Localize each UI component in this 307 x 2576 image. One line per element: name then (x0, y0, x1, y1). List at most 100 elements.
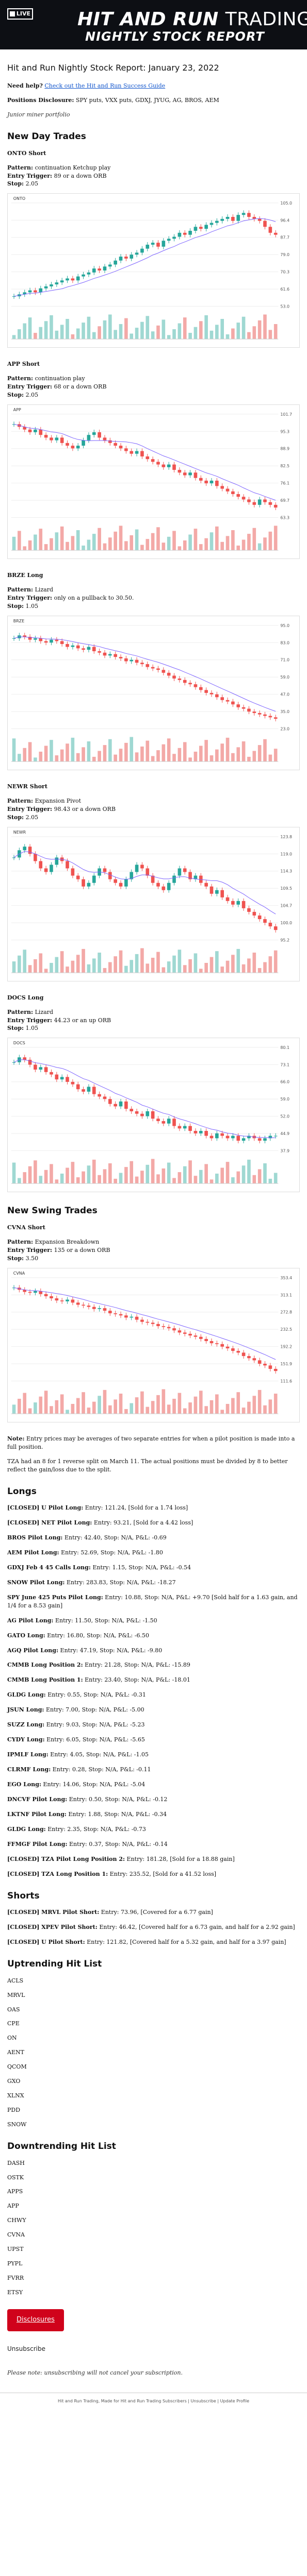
trade-ticker: BRZE Long (7, 572, 43, 579)
volume-bar (55, 1179, 59, 1184)
moving-average-line (13, 423, 276, 501)
volume-bar (236, 1172, 240, 1184)
volume-bar (225, 737, 230, 761)
volume-bar (124, 742, 128, 761)
volume-bar (225, 960, 230, 973)
candle-body (236, 215, 240, 222)
candle-body (140, 451, 144, 457)
volume-bar (188, 333, 192, 340)
volume-bar (12, 1162, 16, 1184)
candle-body (76, 276, 80, 281)
candle-body (177, 1126, 182, 1129)
candle-body (50, 1296, 53, 1298)
volume-bar (135, 1177, 139, 1184)
y-tick-label: 37.9 (280, 1149, 289, 1154)
candle-body (236, 1136, 240, 1141)
y-tick-label: 105.0 (280, 201, 292, 206)
volume-bar (130, 737, 134, 761)
candle-body (44, 1067, 48, 1073)
trade-stop-value: 2.05 (25, 392, 39, 399)
position-detail: Entry: 21.28, Stop: N/A, P&L: -15.89 (85, 1662, 190, 1669)
candle-body (92, 1087, 96, 1095)
trade-pattern-label: Pattern: (7, 375, 34, 382)
volume-bar (241, 741, 246, 761)
volume-bar (92, 958, 96, 973)
trade-entry-value: 44.23 or an up ORB (54, 1016, 111, 1024)
volume-bar (236, 1392, 240, 1414)
candle-body (188, 872, 192, 879)
candle-body (252, 217, 256, 219)
live-logo: LIVE (7, 8, 33, 20)
trade-ticker: ONTO Short (7, 149, 46, 157)
email-page: LIVE HIT AND RUN TRADING NIGHTLY STOCK R… (0, 0, 307, 2412)
candle-body (247, 1136, 251, 1139)
volume-bar (124, 541, 128, 551)
volume-bar (215, 1394, 219, 1414)
candle-body (66, 278, 69, 281)
candle-body (273, 717, 278, 719)
trade-stop-value: 3.50 (25, 1255, 39, 1262)
candle-body (44, 435, 48, 438)
position-detail: Entry: 46.42, [Covered half for a 6.73 g… (99, 1924, 295, 1931)
candle-body (55, 1298, 59, 1300)
trade-entry-label: Entry Trigger: (7, 383, 53, 391)
candle-body (156, 462, 160, 465)
volume-bar (114, 1179, 117, 1184)
candle-body (177, 470, 182, 473)
y-tick-label: 79.0 (280, 253, 289, 258)
section-longs: Longs (7, 1486, 37, 1497)
candle-body (225, 217, 230, 219)
candle-body (247, 213, 251, 217)
candle-body (193, 227, 198, 231)
candle-body (135, 451, 139, 454)
candle-body (225, 700, 230, 702)
position-name: [CLOSED] MRVL Pilot Short: (7, 1909, 100, 1916)
price-chart: 353.4 313.1 272.8 232.5 192.2 151.9 111.6 CVNA (7, 1267, 300, 1422)
volume-bar (146, 740, 150, 761)
candle-body (188, 1126, 192, 1131)
volume-bar (103, 745, 107, 761)
unsubscribe-link[interactable]: Unsubscribe (7, 2345, 45, 2352)
volume-bar (50, 315, 53, 340)
candle-body (124, 658, 128, 662)
volume-bar (188, 1160, 192, 1184)
volume-bar (66, 966, 69, 973)
y-tick-label: 44.9 (280, 1131, 289, 1136)
volume-bar (231, 328, 235, 340)
footer-address: Hit and Run Trading, Made for Hit and Ru… (0, 2393, 307, 2412)
volume-bar (151, 533, 155, 551)
position-detail: Entry: 0.55, Stop: N/A, P&L: -0.31 (47, 1691, 146, 1699)
position-detail: Entry: 10.88, Stop: N/A, P&L: +9.70 [Sol… (7, 1594, 298, 1609)
candle-body (114, 1313, 117, 1314)
volume-bar (188, 1402, 192, 1414)
volume-bar (114, 1399, 117, 1414)
success-guide-link[interactable]: Check out the Hit and Run Success Guide (44, 82, 166, 90)
volume-bar (151, 957, 155, 973)
candle-body (23, 292, 27, 295)
volume-bar (183, 964, 187, 973)
volume-bar (60, 325, 64, 340)
volume-bar (236, 546, 240, 551)
volume-bar (257, 745, 262, 761)
candle-body (140, 1319, 144, 1322)
position-row: DNCVF Pilot Long: Entry: 0.50, Stop: N/A… (7, 1795, 300, 1804)
volume-bar (28, 540, 32, 551)
candle-body (273, 1136, 278, 1137)
volume-bar (161, 744, 166, 761)
volume-bar (60, 951, 64, 973)
hit-list-ticker: SNOW (7, 2121, 27, 2128)
candle-body (151, 875, 155, 883)
volume-bar (241, 1407, 246, 1414)
candle-body (156, 243, 160, 247)
volume-bar (114, 754, 117, 761)
volume-bar (87, 741, 91, 761)
position-name: GDXJ Feb 4 45 Calls Long: (7, 1564, 91, 1571)
disclosures-button[interactable]: Disclosures (7, 2309, 64, 2331)
candle-body (215, 221, 219, 223)
trade-pattern-label: Pattern: (7, 797, 34, 804)
candle-body (209, 886, 214, 894)
candle-body (82, 1304, 85, 1306)
candle-body (108, 654, 112, 656)
candle-body (167, 464, 171, 467)
candle-body (108, 264, 112, 267)
